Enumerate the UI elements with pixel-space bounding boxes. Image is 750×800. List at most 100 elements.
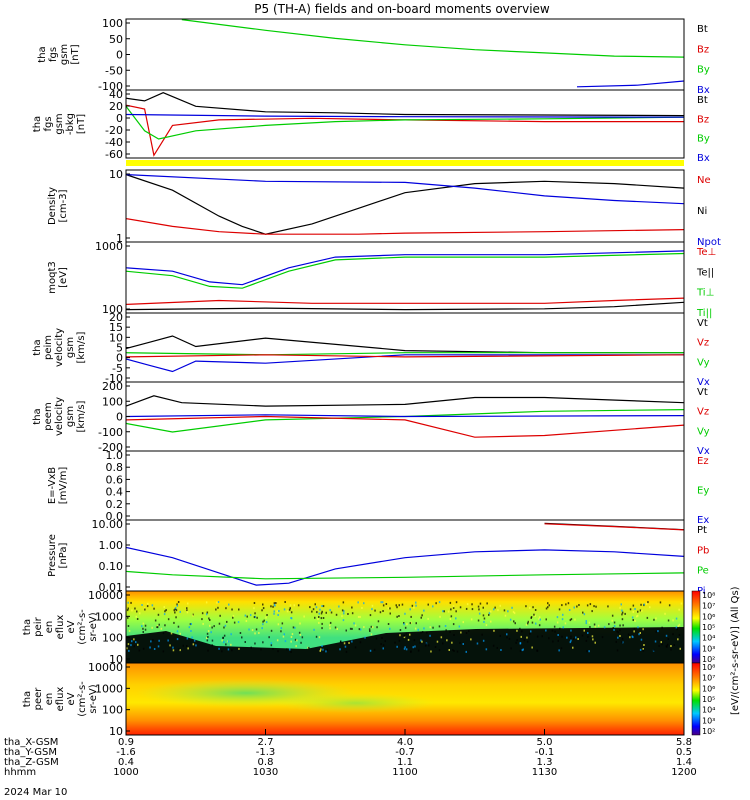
spectrogram-pixel (283, 633, 285, 636)
panel-frame (125, 89, 685, 159)
spectrogram-pixel (547, 606, 549, 609)
spectrogram-pixel (380, 601, 382, 604)
spectrogram-pixel (545, 607, 548, 610)
spectrogram-pixel (127, 607, 129, 610)
spectrogram-pixel (637, 610, 639, 613)
spectrogram-pixel (192, 643, 195, 646)
spectrogram-pixel (567, 602, 570, 605)
spectrogram-pixel (640, 638, 643, 641)
series-line-Vz (125, 354, 685, 358)
spectrogram-pixel (351, 606, 353, 609)
legend-Bz: Bz (697, 44, 709, 55)
spectrogram-pixel (409, 608, 411, 611)
ylabel-line: [nT] (76, 114, 87, 134)
spectrogram-pixel (158, 623, 160, 626)
spectrogram-pixel (514, 622, 516, 625)
spectrogram-pixel (523, 639, 526, 642)
spectrogram-pixel (594, 625, 597, 628)
spectrogram-pixel (232, 614, 235, 617)
spectrogram-pixel (415, 622, 417, 625)
footer-value: 1030 (253, 767, 278, 778)
spectrogram-pixel (404, 612, 406, 615)
spectrogram-pixel (519, 650, 522, 652)
series-line-Te|| (125, 301, 685, 311)
spectrogram-pixel (223, 641, 225, 644)
spectrogram-pixel (653, 618, 655, 621)
ylabel-line: fgs (48, 47, 59, 62)
spectrogram-pixel (210, 631, 212, 634)
spectrogram-pixel (478, 612, 481, 615)
spectrogram-pixel (219, 614, 221, 617)
spectrogram-pixel (515, 641, 517, 644)
ylabel-line: Pressure (47, 534, 58, 577)
spectrogram-pixel (591, 635, 594, 638)
spectrogram-pixel (241, 636, 243, 639)
spectrogram-pixel (188, 626, 191, 629)
ylabel-line: eflux (55, 687, 66, 712)
legend-Npot: Npot (697, 237, 721, 248)
panel-10: 10000 1000 100 10 tha peer en eflux eV (cm²-s-sr-… (22, 661, 685, 738)
spectrogram-pixel (308, 646, 310, 649)
spectrogram-pixel (424, 644, 427, 647)
spectrogram-pixel (405, 632, 408, 635)
ytick-label: -100 (98, 80, 123, 93)
spectrogram-pixel (153, 607, 155, 610)
ytick-label: 10 (109, 725, 123, 738)
spectrogram-pixel (289, 648, 291, 651)
ytick-label: 0.0 (106, 510, 124, 523)
ylabel-line: peem (43, 402, 54, 430)
spectrogram-pixel (643, 644, 645, 646)
spectrogram-pixel (189, 623, 192, 626)
spectrogram-pixel (270, 605, 272, 608)
spectrogram-pixel (468, 630, 470, 633)
spectrogram-pixel (224, 624, 227, 627)
spectrogram-pixel (343, 612, 345, 615)
spectrogram-pixel (160, 627, 163, 630)
spectrogram-pixel (450, 615, 453, 618)
footer-value: 5.0 (537, 737, 553, 748)
spectrogram-pixel (377, 620, 380, 623)
spectrogram-pixel (361, 607, 363, 609)
spectrogram-pixel (307, 646, 309, 649)
spectrogram-pixel (334, 626, 337, 629)
spectrogram-pixel (538, 624, 541, 627)
spectrogram-pixel (588, 621, 591, 624)
ylabel-line: gsm (59, 44, 70, 65)
series-line-Vy (125, 352, 684, 356)
spectrogram-pixel (320, 617, 323, 620)
panel-3: 10 1 Density [cm-3] Ne Ni Npot (47, 168, 721, 248)
spectrogram-pixel (291, 633, 294, 636)
spectrogram-pixel (303, 615, 305, 618)
panel-1: 100 50 0 -50 -100 tha fgs gsm [nT] Bt Bz By Bx (37, 17, 710, 96)
spectrogram-pixel (370, 633, 373, 636)
spectrogram-pixel (277, 614, 279, 616)
panel-8: 10.00 1.00 0.10 0.01 Pressure [nPa] Pt Pb Pe Pi (47, 518, 709, 597)
spectrogram-pixel (153, 648, 156, 650)
spectrogram-pixel (594, 641, 596, 644)
spectrogram-pixel (146, 605, 149, 608)
spectrogram-pixel (406, 623, 408, 626)
spectrogram-pixel (527, 620, 530, 623)
spectrogram-pixel (667, 619, 670, 622)
spectrogram-pixel (507, 610, 509, 613)
spectrogram-pixel (162, 632, 165, 635)
footer-value: 4.0 (397, 737, 413, 748)
spectrogram-pixel (574, 618, 576, 621)
spectrogram-pixel (455, 617, 457, 620)
spectrogram-pixel (206, 611, 209, 614)
spectrogram-pixel (344, 645, 347, 648)
spectrogram-pixel (403, 647, 406, 650)
spectrogram-pixel (632, 610, 634, 613)
spectrogram-pixel (300, 641, 302, 644)
colorbar-tick: 10⁸ (702, 663, 715, 672)
spectrogram-pixel (438, 649, 441, 652)
spectrogram-pixel (587, 635, 589, 638)
panel-frame (125, 450, 685, 521)
spectrogram-pixel (186, 608, 188, 611)
spectrogram-pixel (359, 628, 362, 631)
spectrogram-pixel (207, 636, 209, 638)
ylabel-line: fgs (43, 116, 54, 131)
spectrogram-pixel (493, 608, 495, 611)
spectrogram-pixel (322, 605, 325, 608)
spectrogram-pixel (513, 620, 515, 623)
